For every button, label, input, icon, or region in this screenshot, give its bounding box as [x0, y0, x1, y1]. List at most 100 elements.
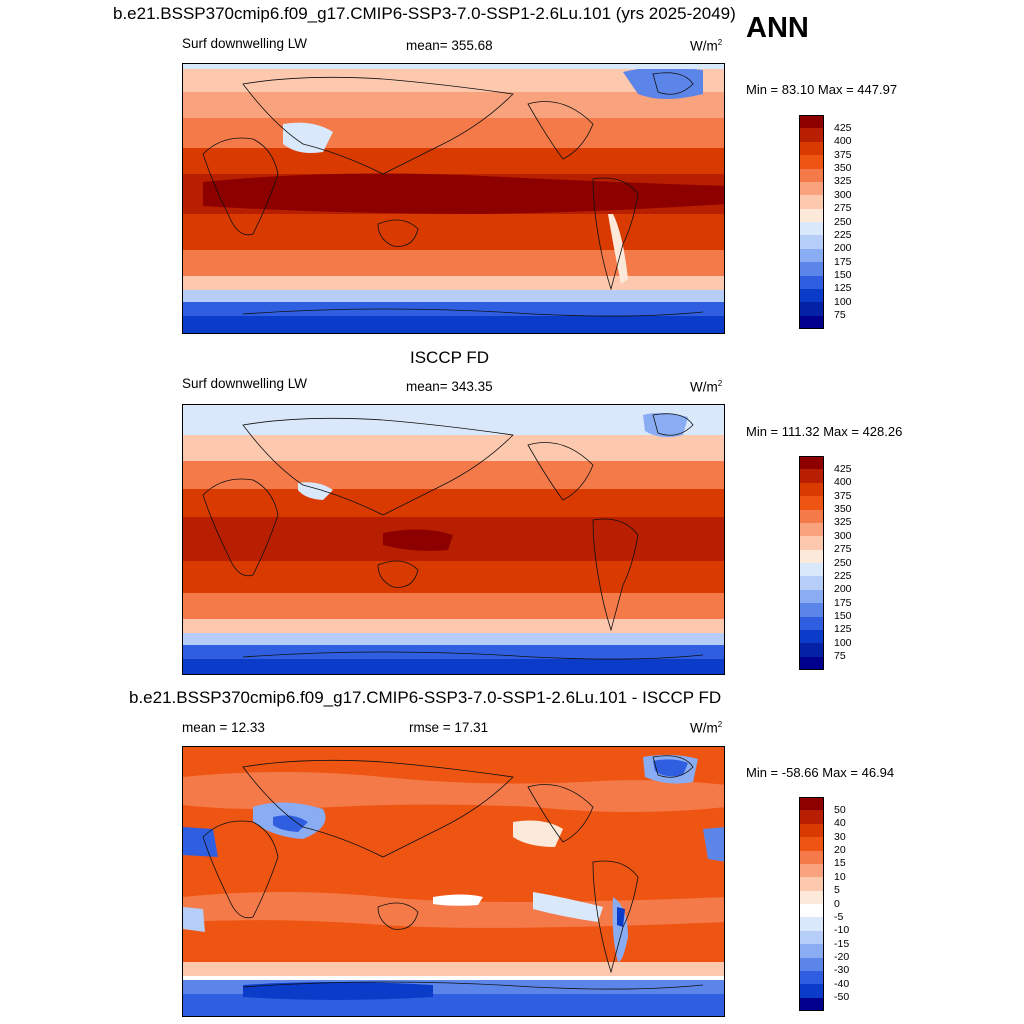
colorbar-tick-label: 20	[834, 844, 846, 856]
panel1-mean: mean= 355.68	[406, 38, 493, 53]
colorbar-tick-label: -15	[834, 937, 850, 950]
colorbar-box	[799, 536, 824, 550]
colorbar-box	[799, 797, 824, 811]
colorbar-tick-label: 375	[834, 148, 852, 161]
colorbar-tick-label: 300	[834, 188, 852, 201]
panel3-map	[182, 746, 725, 1017]
colorbar-tick-label: 275	[834, 202, 852, 215]
colorbar-box	[799, 944, 824, 958]
colorbar-frame	[799, 797, 824, 1011]
panel1-units: W/m2	[690, 38, 723, 54]
panel3-units: W/m2	[690, 720, 723, 736]
colorbar-tick-label: 100	[834, 636, 852, 649]
colorbar-tick-label: 275	[834, 543, 852, 556]
colorbar-frame	[799, 456, 824, 670]
colorbar-tick-label: 150	[834, 269, 852, 281]
colorbar-tick-label: 200	[834, 583, 852, 596]
colorbar-box	[799, 877, 824, 891]
panel1-minmax: Min = 83.10 Max = 447.97	[746, 82, 898, 97]
colorbar-tick-label: 125	[834, 623, 852, 636]
colorbar-box	[799, 656, 824, 670]
colorbar-frame	[799, 115, 824, 329]
colorbar-tick-label: 325	[834, 516, 852, 529]
colorbar-box	[799, 997, 824, 1011]
colorbar-tick-label: 400	[834, 135, 852, 148]
colorbar-tick-label: 300	[834, 529, 852, 542]
colorbar-tick-label: 225	[834, 228, 852, 241]
colorbar-box	[799, 315, 824, 329]
colorbar-tick-label: 15	[834, 857, 846, 870]
colorbar-box	[799, 970, 824, 985]
panel3-title: b.e21.BSSP370cmip6.f09_g17.CMIP6-SSP3-7.…	[129, 688, 722, 707]
colorbar-tick-label: 75	[834, 309, 846, 322]
colorbar-box	[799, 115, 824, 129]
colorbar-tick-label: 125	[834, 282, 852, 295]
colorbar-box	[799, 168, 824, 182]
colorbar-tick-label: 350	[834, 162, 852, 174]
colorbar-box	[799, 917, 824, 931]
colorbar-tick-label: 75	[834, 650, 846, 663]
colorbar-box	[799, 643, 824, 657]
colorbar-tick-label: 40	[834, 817, 846, 830]
panel2-mean: mean= 343.35	[406, 379, 493, 394]
colorbar-box	[799, 522, 824, 537]
colorbar-tick-label: 325	[834, 175, 852, 188]
colorbar-tick-label: -5	[834, 910, 844, 923]
colorbar-box	[799, 496, 824, 510]
colorbar-box	[799, 275, 824, 289]
panel1-variable: Surf downwelling LW	[182, 36, 308, 51]
panel2-units: W/m2	[690, 379, 723, 395]
colorbar-tick-label: 250	[834, 556, 852, 569]
colorbar-box	[799, 128, 824, 142]
colorbar-tick-label: 250	[834, 215, 852, 228]
colorbar-box	[799, 208, 824, 222]
colorbar-box	[799, 904, 824, 918]
colorbar-tick-label: 350	[834, 503, 852, 515]
colorbar-tick-label: 150	[834, 610, 852, 622]
colorbar-box	[799, 302, 824, 316]
panel3-minmax: Min = -58.66 Max = 46.94	[746, 765, 895, 780]
colorbar-box	[799, 235, 824, 249]
colorbar-tick-label: 200	[834, 242, 852, 255]
colorbar-box	[799, 509, 824, 523]
colorbar-tick-label: 375	[834, 489, 852, 502]
colorbar-box	[799, 930, 824, 945]
panel2-map	[182, 404, 725, 675]
colorbar-tick-label: 100	[834, 295, 852, 308]
colorbar-box	[799, 823, 824, 838]
panel3-colorbar: 50 40 30 20 15 10 5 0 -5 -10 -15 -20 -30 -40 -50	[799, 797, 849, 1011]
colorbar-box	[799, 810, 824, 824]
panel3-mean: mean = 12.33	[182, 720, 265, 735]
colorbar-box	[799, 837, 824, 851]
colorbar-tick-label: 0	[834, 897, 840, 910]
panel2-colorbar: 425 400 375 350 325 300 275 250 225 200 175 150 125 1…	[799, 456, 852, 670]
season-label: ANN	[746, 12, 809, 44]
colorbar-tick-label: 400	[834, 476, 852, 489]
colorbar-box	[799, 222, 824, 236]
colorbar-box	[799, 155, 824, 169]
colorbar-box	[799, 890, 824, 904]
colorbar-tick-label: -50	[834, 991, 850, 1004]
colorbar-tick-label: 425	[834, 462, 852, 475]
colorbar-tick-label: 175	[834, 596, 852, 609]
colorbar-box	[799, 576, 824, 590]
colorbar-box	[799, 248, 824, 263]
colorbar-tick-label: -40	[834, 977, 850, 990]
colorbar-box	[799, 195, 824, 209]
colorbar-box	[799, 603, 824, 617]
colorbar-tick-label: 10	[834, 870, 846, 883]
panel1-colorbar: 425 400 375 350 325 300 275 250 225 200 175 150 125 1…	[799, 115, 852, 329]
panel3-rmse: rmse = 17.31	[409, 720, 489, 735]
colorbar-box	[799, 262, 824, 276]
colorbar-box	[799, 288, 824, 303]
colorbar-tick-label: -10	[834, 924, 850, 937]
colorbar-box	[799, 549, 824, 563]
colorbar-box	[799, 469, 824, 483]
colorbar-tick-label: -20	[834, 951, 850, 963]
panel1-title: b.e21.BSSP370cmip6.f09_g17.CMIP6-SSP3-7.…	[113, 4, 736, 23]
colorbar-box	[799, 629, 824, 644]
colorbar-box	[799, 456, 824, 470]
colorbar-box	[799, 563, 824, 577]
colorbar-tick-label: 425	[834, 121, 852, 134]
colorbar-tick-label: 30	[834, 830, 846, 843]
